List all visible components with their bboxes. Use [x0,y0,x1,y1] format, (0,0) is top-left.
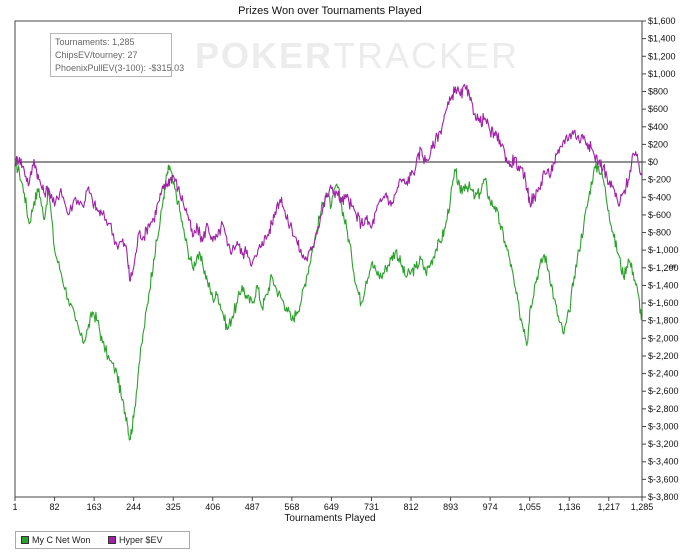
y-axis: $1,600 $1,400 $1,200 $1,000 $800 $600 $400 $200… [642,16,679,502]
x-tick-label: 1,136 [558,502,581,512]
legend-item-hyper-sev[interactable]: Hyper $EV [108,535,163,545]
y-tick-label: $-2,400 [648,369,679,379]
chart-title: Prizes Won over Tournaments Played [238,5,422,17]
y-tick-label: $-2,800 [648,404,679,414]
y-tick-label: $-1,000 [648,245,679,255]
stats-tooltip-box: Tournaments: 1,285 ChipsEV/tourney: 27 P… [50,33,185,77]
x-tick-label: 325 [166,502,181,512]
plot-frame [14,20,643,498]
stat-phoenix-pull-ev: PhoenixPullEV(3-100): -$315.03 [55,63,185,73]
y-tick-label: $-3,800 [648,492,679,502]
y-tick-label: $-400 [648,192,671,202]
x-tick-label: 487 [245,502,260,512]
legend-label-my-c-net-won: My C Net Won [32,535,91,545]
y-tick-label: $-1,600 [648,298,679,308]
y-tick-label: $-2,200 [648,351,679,361]
y-tick-label: $-3,200 [648,439,679,449]
x-tick-label: 568 [284,502,299,512]
x-tick-label: 163 [87,502,102,512]
y-tick-label: $-800 [648,228,671,238]
y-tick-label: $-2,000 [648,333,679,343]
x-axis: 1 82 163 244 325 406 487 568 649 731 812 893 974 1,05… [12,497,653,512]
x-tick-label: 893 [443,502,458,512]
legend: My C Net Won Hyper $EV [15,531,190,549]
stat-chips-ev: ChipsEV/tourney: 27 [55,50,138,60]
pokertracker-watermark-logo: POKERTRACKER [195,35,520,76]
y-tick-label: $1,600 [648,16,676,26]
y-tick-label: $1,200 [648,51,676,61]
y-tick-label: $-3,000 [648,421,679,431]
y-tick-label: $0 [648,157,658,167]
x-axis-label: Tournaments Played [284,513,376,524]
x-tick-label: 82 [50,502,60,512]
x-tick-label: 649 [324,502,339,512]
x-tick-label: 974 [483,502,498,512]
y-tick-label: $-1,200 [648,263,679,273]
legend-item-my-c-net-won[interactable]: My C Net Won [21,535,90,545]
series-line-my-c-net-won [14,158,643,441]
x-tick-label: 1,055 [518,502,541,512]
y-tick-label: $-3,400 [648,457,679,467]
stat-tournaments: Tournaments: 1,285 [55,37,135,47]
y-tick-label: $-3,600 [648,474,679,484]
legend-swatch-purple [108,536,116,544]
y-tick-label: $-1,400 [648,280,679,290]
y-tick-label: $200 [648,139,668,149]
x-tick-label: 731 [364,502,379,512]
y-axis-unit-label: $ [667,264,677,269]
legend-swatch-green [21,536,29,544]
y-tick-label: $-2,600 [648,386,679,396]
x-tick-label: 244 [126,502,141,512]
y-tick-label: $-600 [648,210,671,220]
y-tick-label: $600 [648,104,668,114]
series-layer [14,83,643,441]
y-tick-label: $-200 [648,175,671,185]
y-tick-label: $1,400 [648,34,676,44]
x-tick-label: 812 [404,502,419,512]
plot-area [14,20,643,498]
x-tick-label: 1 [12,502,17,512]
y-tick-label: $800 [648,87,668,97]
y-tick-label: $400 [648,122,668,132]
x-tick-label: 406 [205,502,220,512]
y-tick-label: $1,000 [648,69,676,79]
legend-label-hyper-sev: Hyper $EV [119,535,163,545]
x-tick-label: 1,285 [631,502,654,512]
x-tick-label: 1,217 [598,502,621,512]
series-line-hyper-ev [14,83,643,282]
y-tick-label: $-1,800 [648,316,679,326]
